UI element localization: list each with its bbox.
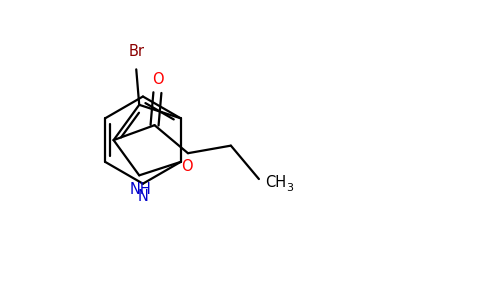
Text: CH: CH — [265, 176, 287, 190]
Text: N: N — [137, 189, 149, 204]
Text: Br: Br — [128, 44, 144, 59]
Text: O: O — [181, 159, 193, 174]
Text: O: O — [152, 72, 164, 87]
Text: 3: 3 — [286, 183, 293, 193]
Text: NH: NH — [129, 182, 151, 197]
